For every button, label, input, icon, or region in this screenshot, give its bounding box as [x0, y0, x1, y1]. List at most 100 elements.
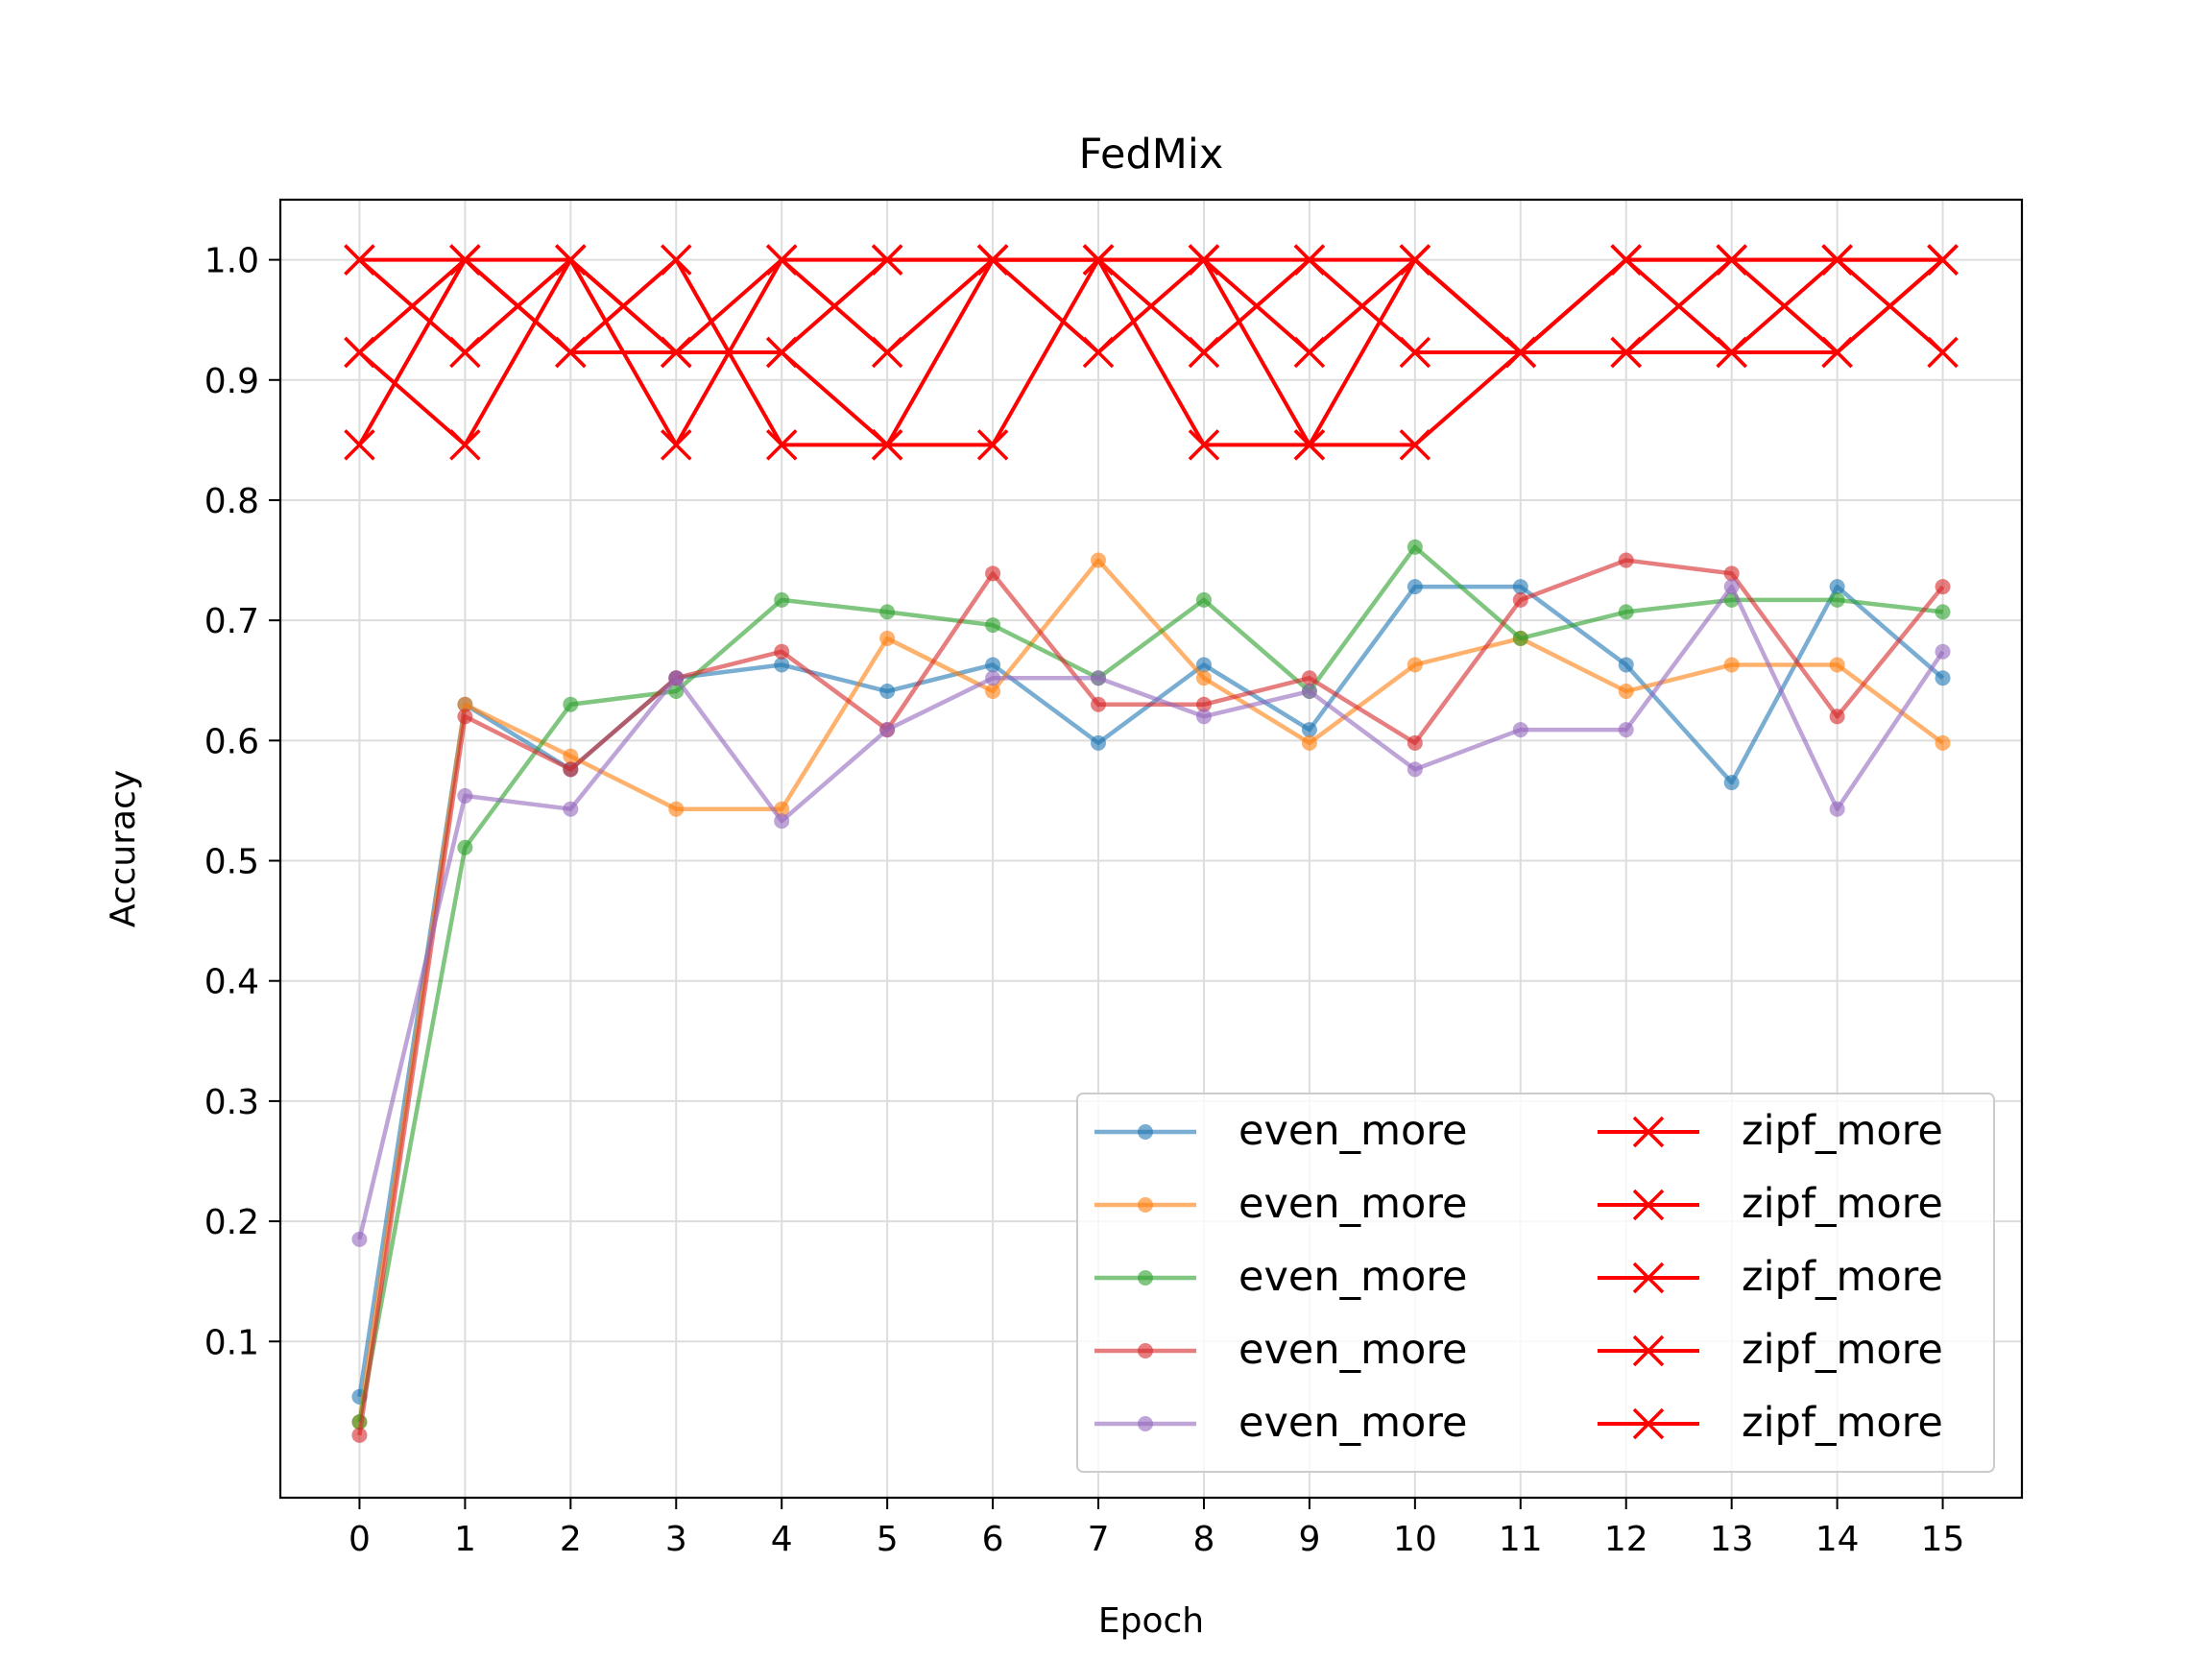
- data-point: [765, 336, 798, 369]
- data-point: [1195, 591, 1212, 608]
- x-marker-stroke: [871, 336, 903, 369]
- data-point: [774, 591, 790, 608]
- legend-label: even_more: [1238, 1326, 1468, 1374]
- x-tick-label: 4: [771, 1520, 793, 1559]
- data-point: [985, 684, 1001, 700]
- x-marker-stroke: [1632, 1334, 1665, 1367]
- legend-entry: zipf_more: [1598, 1253, 1943, 1301]
- x-tick-label: 1: [454, 1520, 476, 1559]
- data-point: [1723, 657, 1740, 673]
- data-point: [661, 244, 692, 276]
- data-point: [1618, 657, 1634, 673]
- data-point: [871, 429, 903, 461]
- data-point: [1610, 244, 1642, 276]
- data-point: [879, 722, 896, 738]
- data-point: [1399, 336, 1431, 369]
- data-point: [344, 336, 375, 369]
- y-tick-label: 0.6: [204, 722, 259, 761]
- data-point: [457, 709, 473, 725]
- x-marker-stroke: [1632, 1407, 1665, 1440]
- x-marker-stroke: [1927, 336, 1959, 369]
- data-point: [871, 336, 903, 369]
- data-point: [1723, 775, 1740, 791]
- y-tick-label: 0.9: [204, 362, 259, 401]
- data-point: [1618, 722, 1634, 738]
- data-point: [1082, 336, 1115, 369]
- plot-frame: [278, 198, 2024, 1500]
- data-point: [555, 336, 587, 369]
- legend-label: zipf_more: [1742, 1253, 1943, 1301]
- legend-entry: zipf_more: [1598, 1107, 1943, 1155]
- data-point: [976, 429, 1009, 461]
- data-point: [1407, 657, 1423, 673]
- data-point: [1512, 630, 1528, 646]
- x-marker-stroke: [555, 336, 587, 369]
- x-marker-stroke: [1504, 336, 1537, 369]
- x-marker-stroke: [1399, 244, 1431, 276]
- x-marker-stroke: [871, 429, 903, 461]
- data-point: [661, 429, 692, 461]
- data-point: [1293, 336, 1326, 369]
- legend-label: zipf_more: [1742, 1399, 1943, 1447]
- x-marker-stroke: [661, 336, 692, 369]
- y-tick-label: 1.0: [204, 242, 259, 281]
- data-point: [563, 761, 579, 778]
- legend-swatch-marker: [1632, 1262, 1665, 1294]
- data-point: [1512, 722, 1528, 738]
- data-point: [1407, 734, 1423, 751]
- data-point: [976, 244, 1009, 276]
- y-tick-label: 0.4: [204, 963, 259, 1002]
- data-point: [344, 244, 375, 276]
- data-point: [1723, 565, 1740, 582]
- data-point: [1091, 552, 1107, 568]
- x-tick-label: 0: [349, 1520, 371, 1559]
- data-point: [1935, 579, 1951, 595]
- legend-entry: even_more: [1094, 1326, 1468, 1374]
- data-point: [765, 429, 798, 461]
- data-point: [449, 244, 481, 276]
- series-group: [344, 244, 1959, 1443]
- x-marker-stroke: [1293, 244, 1326, 276]
- data-point: [1301, 670, 1317, 686]
- legend-swatch-marker: [1632, 1407, 1665, 1440]
- axes: 0 1 2 3 4 5 6 7 8 9 10 11 12 13 14 150.10.20.30.40.50.6…: [204, 242, 1965, 1559]
- legend-label: zipf_more: [1742, 1326, 1943, 1374]
- x-marker-stroke: [1927, 244, 1959, 276]
- data-point: [1610, 336, 1642, 369]
- data-point: [668, 684, 685, 700]
- data-point: [985, 565, 1001, 582]
- x-marker-stroke: [1632, 1189, 1665, 1221]
- legend-label: zipf_more: [1742, 1107, 1943, 1155]
- data-point: [879, 630, 896, 646]
- x-marker-stroke: [871, 244, 903, 276]
- data-point: [1195, 670, 1212, 686]
- data-point: [457, 696, 473, 712]
- x-marker-stroke: [1188, 336, 1220, 369]
- legend-entry: zipf_more: [1598, 1326, 1943, 1374]
- data-point: [1293, 244, 1326, 276]
- data-point: [1829, 709, 1845, 725]
- data-point: [1618, 604, 1634, 620]
- data-point: [985, 657, 1001, 673]
- legend-entry: even_more: [1094, 1253, 1468, 1301]
- data-point: [1407, 579, 1423, 595]
- data-point: [1935, 670, 1951, 686]
- data-point: [1301, 722, 1317, 738]
- data-point: [1935, 734, 1951, 751]
- legend-swatch-marker: [1138, 1124, 1153, 1140]
- legend-swatch-marker: [1138, 1416, 1153, 1431]
- x-tick-label: 9: [1298, 1520, 1320, 1559]
- x-marker-stroke: [976, 244, 1009, 276]
- x-marker-stroke: [765, 336, 798, 369]
- data-point: [1512, 591, 1528, 608]
- legend-swatch-marker: [1138, 1197, 1153, 1213]
- data-point: [1927, 336, 1959, 369]
- data-point: [457, 839, 473, 855]
- x-tick-label: 15: [1921, 1520, 1965, 1559]
- y-axis-label: Accuracy: [104, 770, 143, 927]
- data-point: [871, 244, 903, 276]
- x-tick-label: 12: [1604, 1520, 1648, 1559]
- data-point: [1618, 684, 1634, 700]
